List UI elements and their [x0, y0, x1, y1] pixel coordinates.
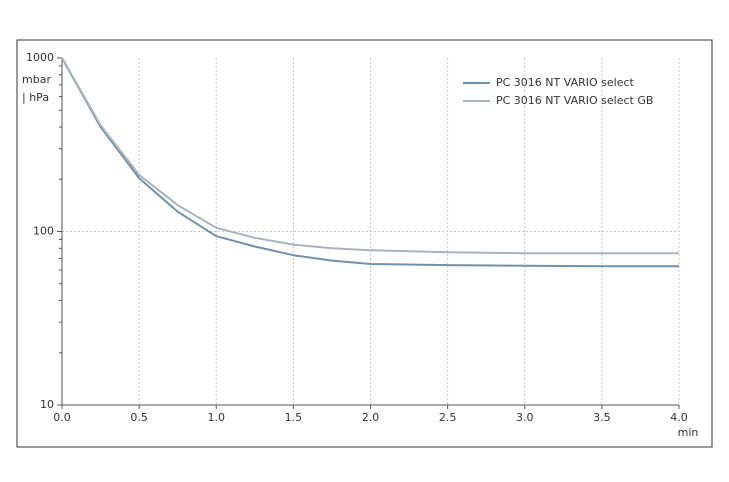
legend-label: PC 3016 NT VARIO select [496, 76, 635, 89]
series-line [61, 57, 679, 268]
y-axis-label: mbar [22, 73, 51, 86]
y-tick-label: 1000 [26, 51, 54, 64]
x-tick-label: 1.5 [285, 411, 303, 424]
y-tick-label: 100 [33, 225, 54, 238]
series-line [61, 57, 679, 255]
x-tick-label: 3.0 [516, 411, 534, 424]
x-tick-label: 3.5 [593, 411, 611, 424]
legend-label: PC 3016 NT VARIO select GB [496, 94, 653, 107]
x-axis-label: min [678, 426, 699, 439]
x-tick-label: 2.0 [362, 411, 380, 424]
x-tick-label: 4.0 [670, 411, 688, 424]
x-tick-label: 1.0 [208, 411, 226, 424]
y-tick-label: 10 [40, 398, 54, 411]
frame [16, 39, 713, 448]
x-tick-label: 2.5 [439, 411, 457, 424]
y-axis-label: | hPa [22, 91, 49, 104]
x-tick-label: 0.0 [53, 411, 71, 424]
x-tick-label: 0.5 [130, 411, 148, 424]
